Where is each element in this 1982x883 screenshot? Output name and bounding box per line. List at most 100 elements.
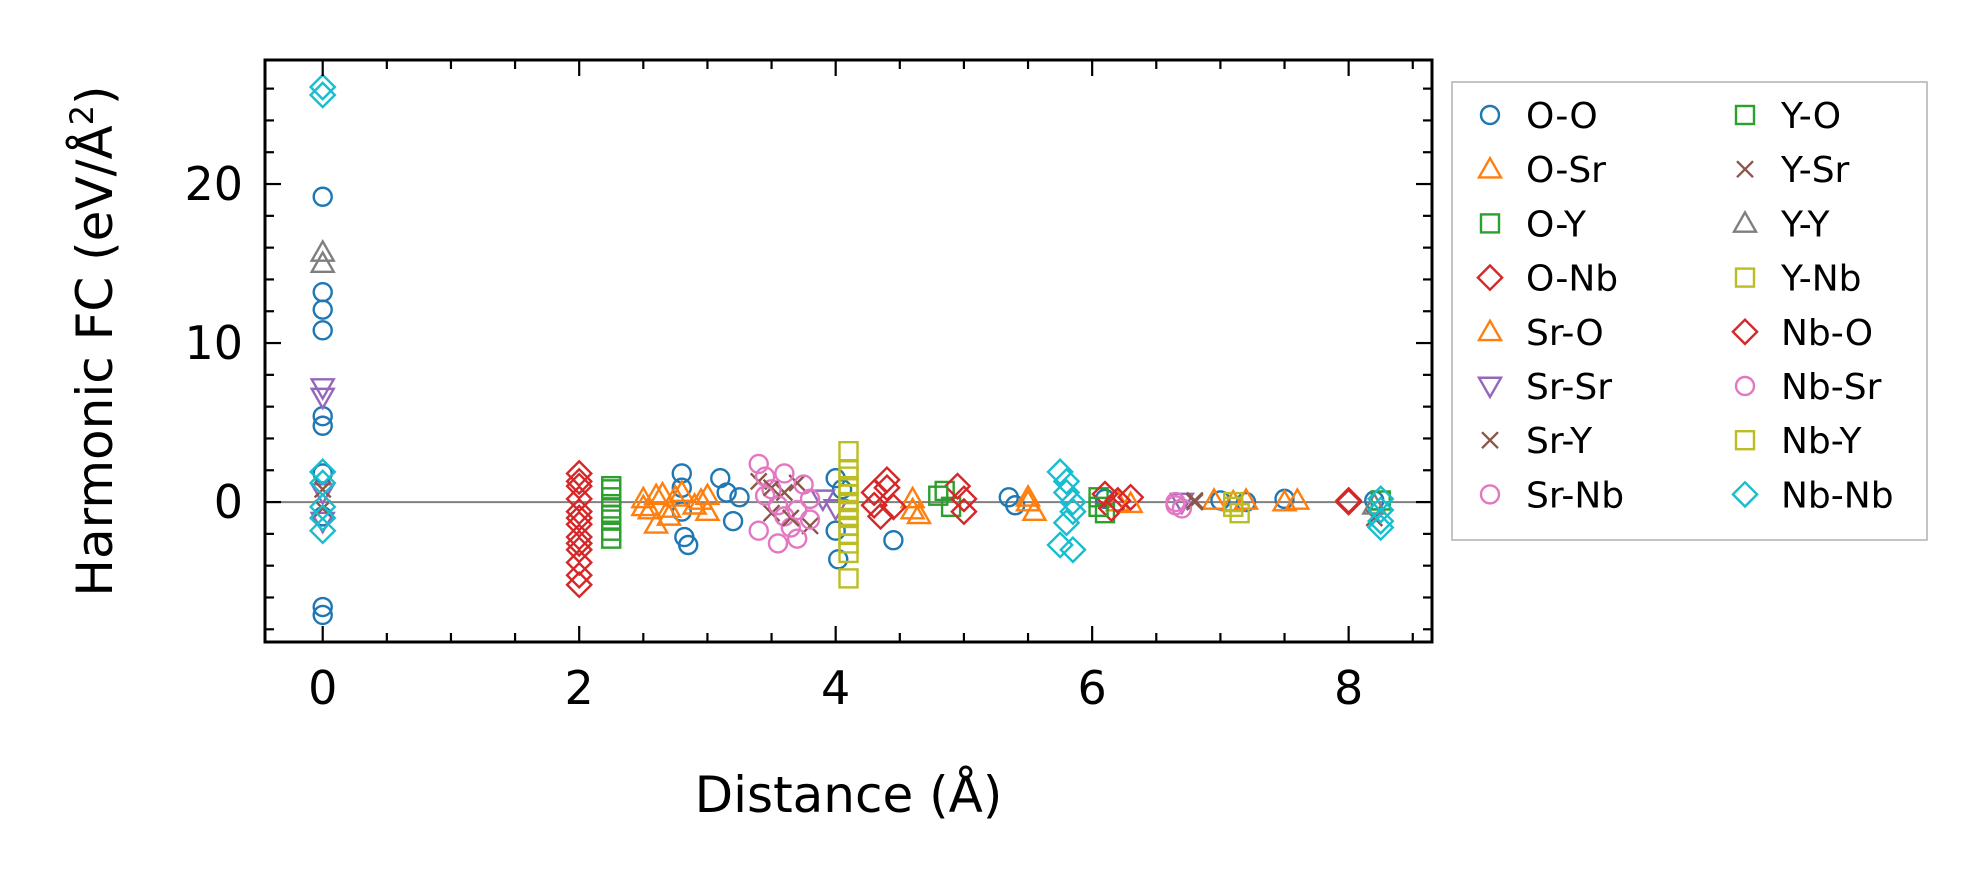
data-point	[312, 320, 333, 341]
data-point	[312, 415, 333, 436]
data-point	[308, 516, 337, 545]
legend-marker	[1479, 213, 1501, 234]
data-point	[950, 485, 978, 513]
data-point	[905, 501, 933, 525]
data-point	[748, 520, 769, 541]
legend-label: Nb-Sr	[1781, 367, 1882, 408]
data-point	[601, 479, 622, 500]
legend-marker	[1476, 155, 1504, 179]
data-point	[899, 485, 926, 509]
legend-label: O-Y	[1526, 204, 1587, 245]
data-point	[928, 485, 949, 506]
data-point	[1052, 467, 1081, 496]
data-point	[1165, 495, 1186, 516]
y-axis-label-end: )	[66, 85, 124, 105]
legend-label: O-Nb	[1526, 259, 1618, 300]
data-point	[943, 472, 972, 500]
data-point	[781, 509, 800, 527]
data-point	[1168, 492, 1195, 516]
plot-area	[263, 58, 1434, 644]
legend-label: Nb-Nb	[1781, 475, 1894, 516]
axis-ticks: 0 2 4 6 8 0 10 20	[184, 60, 1432, 715]
data-point	[1088, 496, 1109, 518]
legend-marker	[1476, 263, 1504, 292]
data-point	[1059, 535, 1087, 564]
legend: O-O O-Sr O-Y O-Nb Sr-O Sr-Sr Sr-Y Sr-Nb Y-O Y-Sr Y…	[1451, 81, 1928, 541]
data-point	[767, 495, 789, 516]
data-point	[694, 482, 721, 506]
x-tick-label: 4	[821, 661, 850, 715]
legend-item: Nb-Nb	[1731, 475, 1894, 516]
data-point	[1059, 497, 1087, 526]
data-point	[754, 485, 776, 506]
data-point	[313, 480, 332, 499]
series-nb-y	[838, 466, 1244, 554]
data-point	[838, 483, 859, 505]
data-point	[866, 502, 895, 531]
legend-item: Sr-Sr	[1476, 367, 1612, 408]
data-point	[308, 504, 337, 532]
data-point	[1104, 486, 1132, 515]
data-point	[1366, 496, 1395, 524]
data-point	[601, 504, 622, 525]
data-point	[873, 466, 901, 494]
x-axis-label: Distance (Å)	[695, 766, 1003, 824]
legend-item: O-Sr	[1476, 150, 1606, 191]
data-point	[308, 81, 337, 109]
data-point	[934, 480, 955, 502]
data-point	[729, 487, 750, 508]
data-point	[1046, 531, 1074, 559]
data-point	[873, 473, 901, 502]
legend-label: Nb-Y	[1781, 421, 1863, 462]
data-point	[312, 604, 333, 626]
data-point	[899, 496, 926, 520]
legend-marker	[1736, 160, 1754, 179]
legend-label: Sr-O	[1526, 313, 1604, 354]
legend-label: Sr-Nb	[1526, 475, 1624, 516]
legend-item: Nb-Sr	[1734, 367, 1882, 408]
series-sr-sr	[309, 378, 1195, 535]
legend-label: O-Sr	[1526, 150, 1606, 191]
x-tick-label: 8	[1334, 661, 1363, 715]
data-point	[1097, 494, 1126, 523]
data-point	[1021, 498, 1048, 522]
data-point	[883, 530, 904, 551]
legend-marker	[1476, 318, 1504, 342]
data-point	[308, 73, 337, 101]
legend-item: Y-Nb	[1734, 259, 1862, 300]
y-axis-label: Harmonic FC (eV/Å2)	[63, 85, 124, 596]
data-point	[312, 299, 333, 320]
data-point	[1117, 490, 1144, 514]
data-point	[787, 528, 808, 549]
data-point	[838, 499, 859, 521]
data-point	[716, 482, 737, 503]
legend-marker	[1734, 375, 1756, 397]
data-point	[1334, 486, 1363, 515]
data-point	[668, 479, 695, 502]
legend-item: Sr-O	[1476, 313, 1604, 354]
x-tick-label: 6	[1078, 661, 1107, 715]
data-point	[643, 482, 670, 506]
data-point	[799, 509, 821, 530]
data-point	[1366, 513, 1395, 542]
legend-item: O-Y	[1479, 204, 1587, 245]
data-point	[312, 596, 333, 618]
data-point	[748, 453, 769, 475]
data-point	[762, 504, 781, 523]
data-point	[662, 483, 689, 507]
series-o-sr	[630, 480, 1298, 534]
data-point	[309, 387, 336, 411]
data-point	[774, 463, 795, 484]
data-point	[950, 497, 978, 526]
legend-item: Sr-Nb	[1479, 475, 1624, 516]
data-point	[722, 510, 744, 532]
legend-item: Y-Sr	[1736, 150, 1850, 191]
legend-label: Y-Y	[1780, 204, 1830, 245]
data-point	[1366, 507, 1395, 535]
legend-item: O-Nb	[1476, 259, 1618, 300]
data-point	[309, 250, 336, 273]
y-tick-label: 20	[184, 157, 243, 211]
legend-item: Y-O	[1734, 96, 1841, 137]
data-point	[828, 549, 849, 570]
